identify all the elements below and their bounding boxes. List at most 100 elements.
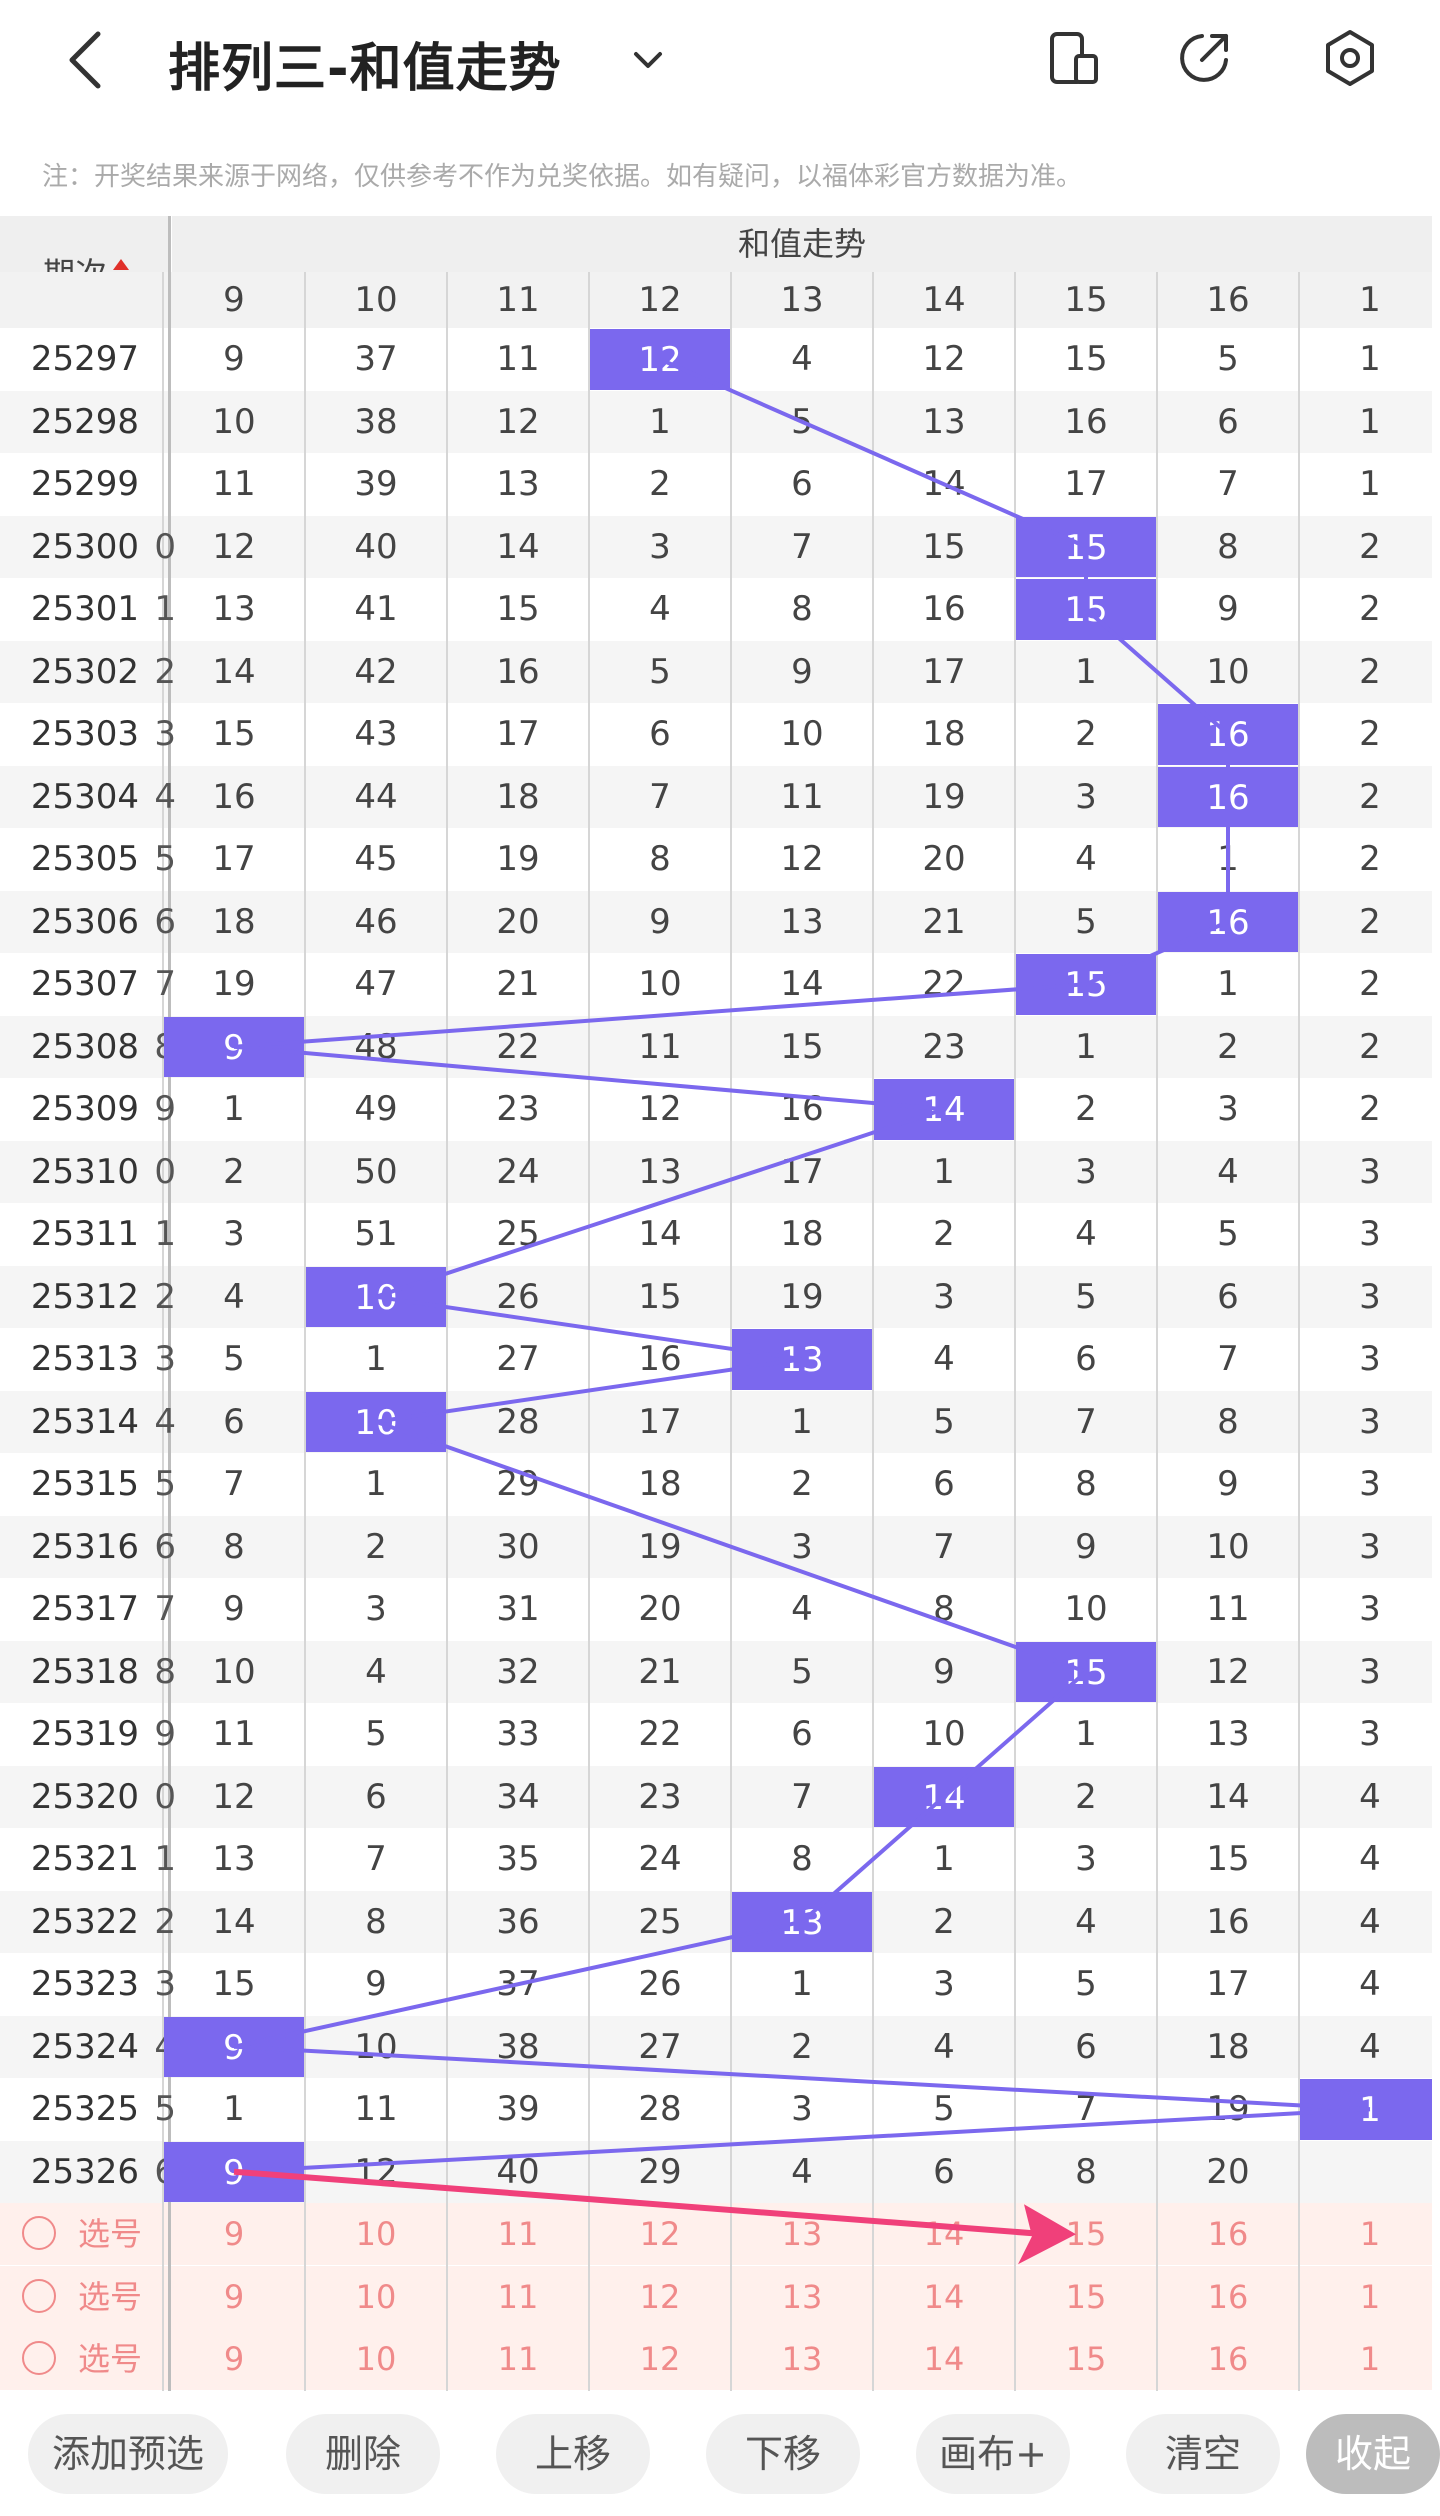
canvas-plus-button[interactable]: 画布+ (916, 2414, 1070, 2494)
pick-cell[interactable]: 9 (223, 2215, 245, 2253)
table-cell: 8 (365, 1901, 387, 1942)
move-down-button[interactable]: 下移 (706, 2414, 860, 2494)
pick-cell[interactable]: 14 (923, 2340, 965, 2378)
table-cell: 12 (780, 839, 824, 879)
pick-cell[interactable]: 13 (781, 2215, 823, 2253)
hit-cell: 15 (1016, 579, 1156, 640)
move-up-button[interactable]: 上移 (496, 2414, 650, 2494)
table-cell: 26 (638, 1964, 682, 2004)
table-cell: 2 (1359, 776, 1381, 817)
pick-cell[interactable]: 16 (1207, 2277, 1249, 2316)
add-preselect-button[interactable]: 添加预选 (28, 2414, 228, 2494)
pick-cell[interactable]: 1 (1359, 2340, 1381, 2378)
table-cell: 5 (791, 1651, 813, 1692)
pick-cell[interactable]: 1 (1359, 2277, 1381, 2316)
partial-cell: 8 (154, 1651, 176, 1692)
table-cell: 5 (649, 651, 671, 692)
radio-icon[interactable] (22, 2278, 56, 2313)
device-switch-icon[interactable] (1040, 26, 1104, 90)
page-title[interactable]: 排列三-和值走势 (168, 39, 562, 99)
pick-cell[interactable]: 13 (781, 2277, 823, 2316)
table-cell: 3 (1075, 1839, 1097, 1879)
pick-cell[interactable]: 16 (1207, 2215, 1249, 2253)
pick-cell[interactable]: 10 (355, 2277, 397, 2316)
table-cell: 4 (1075, 1214, 1097, 1254)
pick-cell[interactable]: 9 (223, 2340, 245, 2378)
table-cell: 8 (649, 839, 671, 879)
pick-cell[interactable]: 11 (497, 2340, 539, 2378)
share-icon[interactable] (1172, 26, 1236, 90)
table-cell: 13 (1206, 1714, 1250, 1754)
table-cell: 7 (1217, 464, 1239, 504)
table-cell: 2 (1075, 1776, 1097, 1817)
pick-cell[interactable]: 14 (923, 2215, 965, 2253)
column-divider (1156, 272, 1158, 2391)
pick-cell[interactable]: 15 (1065, 2277, 1107, 2316)
table-cell: 2 (1359, 714, 1381, 754)
table-cell: 39 (496, 2089, 540, 2129)
pick-cell[interactable]: 11 (497, 2215, 539, 2253)
period-cell: 25303 (30, 714, 140, 754)
pick-cell[interactable]: 12 (639, 2277, 681, 2316)
table-cell: 16 (922, 589, 966, 629)
table-cell: 2 (1359, 526, 1381, 567)
clear-button[interactable]: 清空 (1126, 2414, 1280, 2494)
table-cell: 1 (933, 1839, 955, 1879)
pick-row-selector[interactable]: 选号 (0, 2328, 170, 2390)
partial-cell: 9 (154, 1714, 176, 1754)
period-cell: 25304 (30, 776, 140, 817)
table-cell: 4 (1359, 1776, 1381, 1817)
hit-cell: 13 (732, 1329, 872, 1390)
table-cell: 9 (365, 1964, 387, 2004)
period-cell: 25320 (30, 1776, 140, 1817)
back-arrow-icon[interactable] (58, 28, 114, 92)
hit-cell: 9 (164, 2016, 304, 2077)
table-cell: 2 (1359, 651, 1381, 692)
column-header: 13 (731, 272, 873, 328)
partial-cell: 5 (154, 2089, 176, 2129)
pick-cell[interactable]: 9 (223, 2277, 245, 2316)
period-cell: 25309 (30, 1089, 140, 1129)
collapse-button[interactable]: 收起 (1306, 2414, 1440, 2494)
chevron-down-icon[interactable] (628, 40, 668, 80)
table-cell: 17 (496, 714, 540, 754)
pick-cell[interactable]: 12 (639, 2340, 681, 2378)
table-cell: 2 (649, 464, 671, 504)
table-cell: 17 (1206, 1964, 1250, 2004)
pick-cell[interactable]: 12 (639, 2215, 681, 2253)
table-cell: 2 (791, 1464, 813, 1504)
delete-button[interactable]: 删除 (286, 2414, 440, 2494)
table-cell: 11 (1206, 1589, 1250, 1629)
pick-cell[interactable]: 13 (781, 2340, 823, 2378)
pick-cell[interactable]: 10 (355, 2340, 397, 2378)
table-cell: 14 (638, 1214, 682, 1254)
table-cell: 51 (354, 1214, 398, 1254)
column-header: 14 (873, 272, 1015, 328)
hit-cell: 13 (732, 1891, 872, 1952)
hit-cell: 9 (164, 1016, 304, 1077)
pick-row-selector[interactable]: 选号 (0, 2266, 170, 2328)
pick-cell[interactable]: 16 (1207, 2340, 1249, 2378)
partial-cell: 4 (154, 776, 176, 817)
pick-cell[interactable]: 11 (497, 2277, 539, 2316)
app-header: 排列三-和值走势 (0, 0, 1440, 120)
radio-icon[interactable] (22, 2341, 56, 2375)
period-cell: 25306 (30, 901, 140, 942)
pick-cell[interactable]: 15 (1065, 2215, 1107, 2253)
period-cell: 25305 (30, 839, 140, 879)
table-cell: 2 (1075, 1089, 1097, 1129)
table-cell: 19 (638, 1526, 682, 1567)
pick-cell[interactable]: 14 (923, 2277, 965, 2316)
partial-cell: 3 (154, 714, 176, 754)
pick-cell[interactable]: 15 (1065, 2340, 1107, 2378)
table-cell: 6 (1075, 2026, 1097, 2067)
settings-icon[interactable] (1318, 26, 1382, 90)
pick-cell[interactable]: 10 (355, 2215, 397, 2253)
pick-row-selector[interactable]: 选号 (0, 2203, 170, 2265)
period-cell: 25314 (30, 1401, 140, 1442)
radio-icon[interactable] (22, 2216, 56, 2250)
table-cell: 16 (212, 776, 256, 817)
pick-cell[interactable]: 1 (1359, 2215, 1381, 2253)
table-cell: 18 (496, 776, 540, 817)
pick-row (0, 2328, 1432, 2390)
